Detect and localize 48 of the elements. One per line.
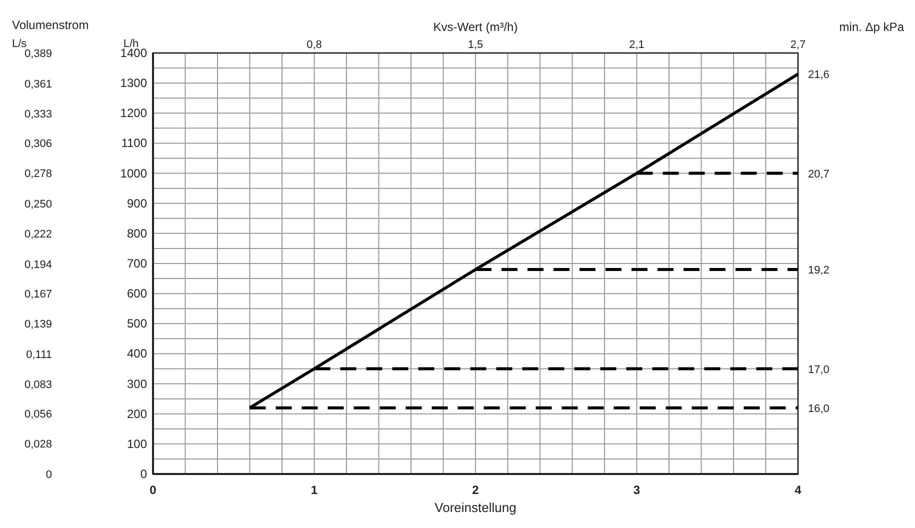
y-tick-label: 900 [126,196,148,210]
y2-tick-label: 0,222 [24,228,52,241]
text: 2,7 [790,39,806,51]
text: 21,6 [808,69,830,82]
y2-tick-label: 0,278 [24,168,52,180]
y2-tick-label: 0,194 [24,259,52,272]
y2-tick-label: 0,111 [26,348,52,361]
text: 16,0 [808,402,830,415]
y2-axis-title: L/s [12,38,28,50]
text: 17,0 [808,364,830,376]
y2-tick-label: 0 [46,469,52,481]
y-tick-label: 700 [126,256,148,270]
y-tick-label: 1100 [121,136,148,150]
y-tick-label: 0 [140,467,148,481]
y2-tick-label: 0,139 [24,318,52,331]
y2-tick-label: 0,083 [24,379,52,392]
y-tick-label: 600 [126,286,148,301]
y-tick-label: 500 [126,316,148,331]
y2-tick-label: 0,361 [24,78,52,90]
y-tick-label: 300 [126,376,148,391]
x-tick-label: 4 [794,483,802,497]
x2-axis-title: Kvs-Wert (m³/h) [433,20,518,34]
y2-tick-label: 0,056 [24,408,52,420]
text: 1,5 [468,39,484,51]
y2-tick-label: 0,167 [24,288,52,300]
y-tick-label: 1300 [120,76,148,90]
y2-tick-label: 0,306 [24,138,52,150]
text: 20,7 [808,168,830,180]
y-tick-label: 400 [126,346,148,361]
y-tick-label: 800 [126,226,148,240]
text: 19,2 [808,264,830,277]
y-tick-label: 100 [126,436,148,451]
x-axis-title: Voreinstellung [434,500,516,515]
y2-tick-label: 0,250 [24,198,52,210]
text: 0,8 [306,39,322,51]
x-tick-label: 2 [472,483,480,497]
text: Volumenstrom [12,18,89,32]
x-tick-label: 1 [310,483,318,497]
text: min. Δp kPa [839,20,904,34]
text: 2,1 [629,39,644,51]
x-tick-label: 0 [150,483,157,497]
x-tick-label: 3 [633,483,640,497]
y-tick-label: 200 [126,406,148,421]
y-tick-label: 1200 [120,106,148,120]
y2-tick-label: 0,389 [24,48,52,60]
y2-tick-label: 0,028 [24,438,52,451]
y-tick-label: 1000 [120,166,148,180]
y2-tick-label: 0,333 [24,108,52,121]
